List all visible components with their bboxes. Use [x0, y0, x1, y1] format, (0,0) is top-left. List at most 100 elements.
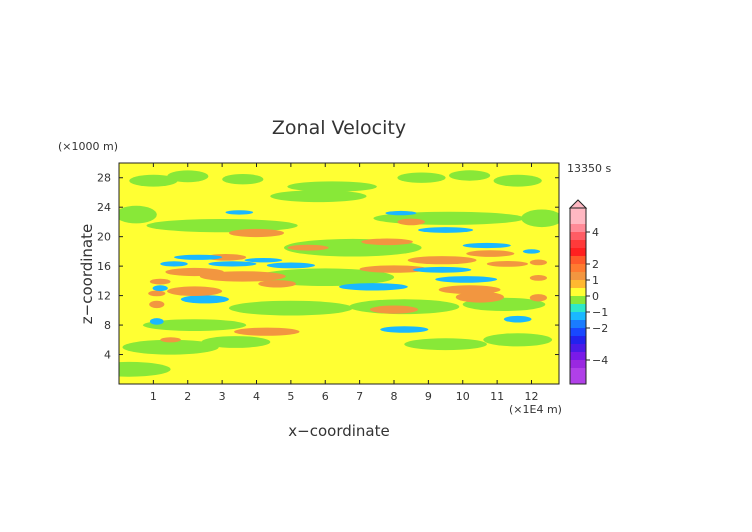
contour-cell-25: [521, 209, 559, 228]
contour-cell-21: [397, 172, 446, 183]
contour-cell-31: [529, 294, 547, 302]
colorbar-level-8: [570, 280, 586, 288]
colorbar-level-5: [570, 256, 586, 264]
contour-cell-17: [287, 181, 377, 192]
colorbar: 4 2 1 0 −1 −2 −4: [568, 199, 608, 385]
contour-cell-53: [435, 276, 498, 283]
contour-cell-9: [229, 300, 353, 316]
y-tick-label-20: 20: [97, 231, 111, 244]
x-tick-label-2: 2: [184, 390, 191, 403]
x-tick-label-4: 4: [253, 390, 260, 403]
contour-cell-64: [244, 258, 283, 263]
contour-cell-62: [407, 256, 477, 265]
colorbar-level-1: [570, 224, 586, 232]
x-tick-label-6: 6: [322, 390, 329, 403]
y-tick-label-24: 24: [97, 201, 111, 214]
contour-cell-49: [160, 261, 188, 267]
colorbar-level-13: [570, 320, 586, 328]
contour-cell-43: [287, 244, 329, 251]
contour-cell-19: [167, 170, 209, 183]
colorbar-level-18: [570, 360, 586, 368]
x-axis: 1 2 3 4 5 6 7 8 9 10 11 12: [150, 163, 539, 403]
contour-cell-58: [369, 305, 419, 314]
chart-title: Zonal Velocity: [272, 117, 406, 139]
contour-cell-59: [455, 291, 504, 303]
colorbar-label-5: −2: [592, 322, 608, 335]
x-tick-label-3: 3: [219, 390, 226, 403]
colorbar-level-11: [570, 304, 586, 312]
contour-cell-46: [466, 250, 515, 257]
colorbar-level-17: [570, 352, 586, 360]
contour-cell-60: [229, 228, 284, 238]
plot-frame: [118, 162, 560, 385]
contour-cell-56: [462, 242, 511, 249]
contour-cell-23: [493, 174, 542, 187]
colorbar-top-arrow: [568, 199, 588, 209]
contour-cell-24: [119, 205, 157, 224]
contour-cell-61: [359, 265, 429, 273]
contour-cell-27: [149, 300, 165, 309]
y-tick-label-16: 16: [97, 260, 111, 273]
contour-cell-38: [522, 249, 541, 254]
contour-cell-66: [199, 271, 286, 282]
y-tick-label-4: 4: [104, 349, 111, 362]
contour-cell-57: [234, 327, 300, 336]
contour-cell-67: [438, 285, 501, 295]
contour-cell-6: [404, 338, 487, 351]
contour-cell-18: [129, 174, 178, 187]
contour-cell-16: [270, 190, 367, 203]
colorbar-label-2: 1: [592, 274, 599, 287]
contour-cell-34: [180, 295, 229, 304]
contour-cell-14: [146, 219, 298, 233]
contour-cell-36: [380, 326, 429, 333]
colorbar-label-0: 4: [592, 226, 599, 239]
colorbar-level-16: [570, 344, 586, 352]
y-tick-label-12: 12: [97, 290, 111, 303]
contour-cell-7: [483, 333, 553, 347]
contour-cell-5: [201, 336, 271, 348]
y-axis: 4 8 12 16 20 24 28: [97, 172, 559, 362]
colorbar-label-3: 0: [592, 290, 599, 303]
contour-cell-22: [449, 170, 491, 181]
colorbar-label-4: −1: [592, 306, 608, 319]
contour-cell-51: [266, 262, 315, 269]
colorbar-level-4: [570, 248, 586, 256]
contour-cell-47: [149, 318, 164, 325]
contour-cell-37: [503, 315, 532, 323]
colorbar-level-2: [570, 232, 586, 240]
x-tick-label-9: 9: [425, 390, 432, 403]
contour-cell-54: [418, 227, 474, 233]
contour-cell-65: [412, 266, 472, 273]
contour-cell-26: [160, 337, 181, 343]
x-tick-label-8: 8: [391, 390, 398, 403]
contour-cell-48: [152, 285, 168, 292]
contour-cell-8: [143, 319, 247, 331]
colorbar-level-7: [570, 272, 586, 280]
colorbar-level-19: [570, 368, 586, 384]
heatmap-plot-area: [118, 162, 560, 385]
contour-cell-3: [119, 361, 171, 377]
x-tick-label-11: 11: [490, 390, 504, 403]
time-label: 13350 s: [567, 162, 611, 175]
colorbar-level-0: [570, 208, 586, 224]
contour-cell-29: [149, 278, 171, 285]
colorbar-level-3: [570, 240, 586, 248]
contour-cell-28: [148, 290, 166, 297]
colorbar-level-14: [570, 328, 586, 336]
x-tick-label-1: 1: [150, 390, 157, 403]
colorbar-level-6: [570, 264, 586, 272]
y-tick-label-8: 8: [104, 319, 111, 332]
x-tick-label-5: 5: [287, 390, 294, 403]
contour-cell-41: [258, 280, 296, 288]
velocity-contours: [119, 170, 559, 377]
contour-cell-35: [339, 283, 408, 291]
y-unit-label: (×1000 m): [58, 140, 118, 153]
contour-cell-45: [361, 238, 413, 246]
y-tick-label-28: 28: [97, 172, 111, 185]
contour-cell-44: [486, 261, 528, 267]
x-unit-label: (×1E4 m): [509, 403, 562, 416]
contour-cell-32: [529, 275, 547, 281]
contour-cell-52: [225, 210, 254, 215]
y-axis-label: z−coordinate: [78, 224, 96, 324]
